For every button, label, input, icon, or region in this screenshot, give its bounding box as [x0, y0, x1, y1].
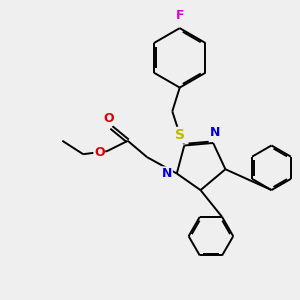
Text: S: S — [175, 128, 185, 142]
Text: N: N — [209, 126, 220, 140]
Text: F: F — [176, 9, 184, 22]
Text: N: N — [162, 167, 172, 180]
Text: O: O — [94, 146, 105, 159]
Text: O: O — [103, 112, 114, 125]
